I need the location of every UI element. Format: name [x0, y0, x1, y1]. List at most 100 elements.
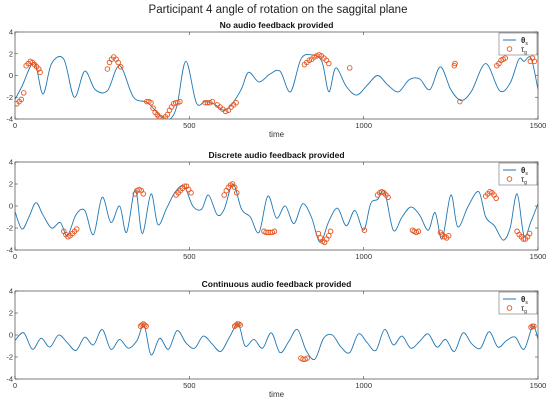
marker-point	[209, 98, 216, 105]
marker-point	[156, 114, 162, 119]
y-tick-label: -2	[6, 93, 13, 102]
marker-point	[457, 98, 463, 105]
marker-point	[304, 355, 310, 361]
y-tick-label: -2	[6, 224, 13, 233]
y-tick-label: 0	[9, 71, 13, 80]
panel-title: No audio feedback provided	[220, 20, 334, 30]
legend-marker-swatch	[506, 176, 513, 182]
marker-point	[115, 59, 121, 66]
marker-point	[164, 111, 171, 118]
marker-point	[346, 65, 353, 71]
marker-point	[204, 99, 211, 106]
x-tick-label: 0	[13, 381, 17, 390]
axes-box	[14, 161, 539, 251]
marker-point	[361, 227, 368, 233]
x-tick-label: 0	[13, 252, 17, 261]
marker-point	[20, 90, 27, 96]
y-tick-label: -4	[6, 115, 13, 124]
marker-point	[526, 230, 533, 237]
marker-point	[188, 190, 194, 196]
x-tick-label: 500	[183, 381, 196, 390]
marker-point	[237, 322, 243, 328]
plot-area	[15, 52, 538, 119]
x-tick-label: 0	[13, 121, 17, 130]
marker-point	[104, 66, 111, 72]
marker-point	[35, 66, 42, 72]
panel-3: Continuous audio feedback provided -4 -2 0 2…	[6, 279, 546, 399]
y-tick-label: 0	[9, 331, 13, 340]
marker-point	[233, 99, 239, 106]
x-tick-label: 1500	[530, 252, 547, 261]
marker-point	[520, 236, 527, 242]
marker-point	[141, 322, 148, 328]
panel-title: Continuous audio feedback provided	[202, 279, 352, 289]
marker-point	[181, 183, 188, 189]
plot-area	[15, 321, 538, 362]
legend-marker-swatch	[506, 305, 513, 311]
legend-label: θs	[521, 36, 528, 47]
x-tick-label: 1000	[355, 121, 372, 130]
marker-point	[222, 108, 229, 115]
marker-point	[531, 58, 538, 65]
marker-point	[231, 184, 238, 191]
signal-line	[15, 323, 538, 361]
y-tick-label: 2	[9, 180, 13, 189]
marker-point	[117, 64, 124, 70]
marker-point	[415, 228, 422, 235]
marker-point	[493, 195, 499, 202]
axes-box	[14, 31, 539, 120]
panel-2: Discrete audio feedback provided -4 -2 0 2 4 0…	[6, 150, 546, 261]
y-tick-label: -4	[6, 246, 13, 255]
marker-point	[177, 98, 183, 105]
x-tick-label: 500	[183, 121, 196, 130]
y-tick-label: 4	[9, 287, 13, 296]
x-tick-label: 1500	[530, 381, 547, 390]
marker-point	[18, 96, 25, 103]
legend-box	[498, 32, 538, 56]
x-tick-label: 1000	[355, 381, 372, 390]
legend-box	[498, 291, 538, 315]
y-tick-label: -2	[6, 353, 13, 362]
y-tick-label: -4	[6, 375, 13, 384]
x-tick-label: 500	[183, 252, 196, 261]
legend-label: τg	[521, 304, 527, 315]
legend-label: τg	[521, 45, 527, 56]
marker-point	[315, 230, 322, 237]
x-tick-label: 1500	[530, 121, 547, 130]
legend-label: θs	[521, 295, 528, 306]
marker-point	[73, 226, 80, 232]
axes-box	[14, 290, 539, 380]
signal-line	[15, 53, 538, 119]
x-axis-label: time	[269, 390, 285, 399]
y-tick-label: 0	[9, 202, 13, 211]
marker-point	[148, 99, 154, 106]
marker-point	[452, 60, 458, 67]
marker-point	[531, 323, 537, 329]
figure-title: Participant 4 angle of rotation on the s…	[149, 4, 408, 16]
legend-marker-swatch	[506, 46, 513, 52]
legend-label: τg	[521, 175, 527, 186]
panels: No audio feedback provided -4 -2 0 2 4 0 500 100…	[6, 20, 546, 399]
y-tick-label: 2	[9, 49, 13, 58]
marker-point	[502, 55, 508, 61]
marker-point	[234, 190, 240, 196]
marker-point	[528, 324, 534, 331]
marker-point	[140, 191, 147, 197]
legend-box	[498, 162, 538, 186]
marker-point	[221, 192, 227, 198]
y-tick-label: 4	[9, 28, 13, 37]
marker-point	[385, 194, 391, 200]
marker-point	[271, 228, 278, 235]
panel-1: No audio feedback provided -4 -2 0 2 4 0 500 100…	[6, 20, 546, 139]
marker-point	[445, 232, 452, 239]
marker-point	[225, 107, 232, 114]
marker-point	[143, 323, 149, 329]
marker-point	[236, 321, 242, 327]
plot-area	[15, 181, 538, 246]
y-tick-label: 4	[9, 158, 13, 167]
panel-title: Discrete audio feedback provided	[208, 150, 344, 160]
marker-point	[327, 228, 334, 235]
y-tick-label: 2	[9, 309, 13, 318]
